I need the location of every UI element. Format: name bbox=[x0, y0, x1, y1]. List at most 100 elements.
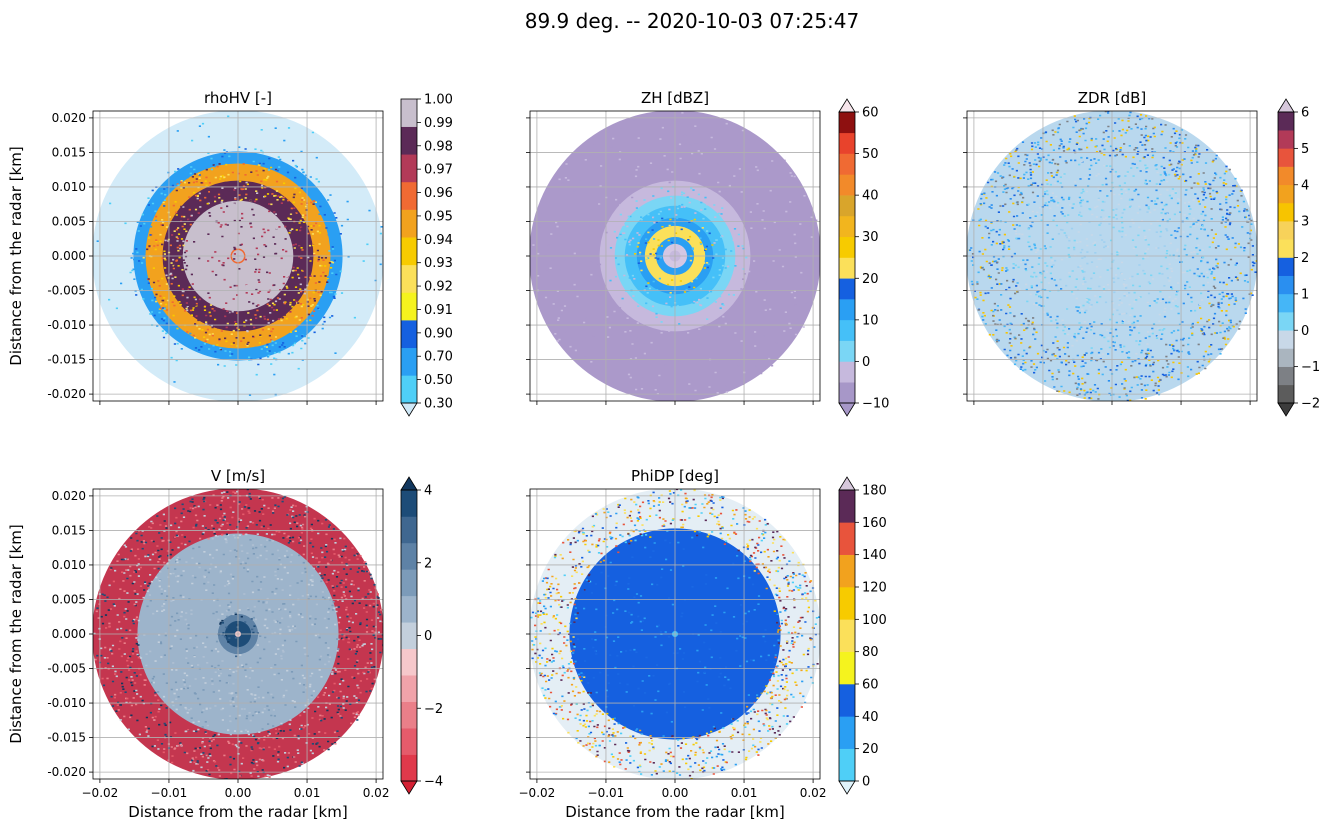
colorbar: −4 −2 0 2 4 bbox=[400, 476, 443, 795]
colorbar: −2 −1 0 1 2 3 4 5 6 bbox=[1277, 98, 1320, 417]
panels: -0.020-0.015-0.010-0.0050.0000.0050.0100… bbox=[7, 89, 1320, 821]
data-speckle bbox=[219, 613, 243, 643]
colorbar-bin bbox=[1278, 166, 1294, 186]
y-tick-label: -0.020 bbox=[47, 765, 86, 779]
colorbar-bin bbox=[401, 648, 417, 676]
colorbar-bin bbox=[1278, 348, 1294, 367]
y-tick-label: 0.005 bbox=[52, 592, 86, 606]
colorbar-bin bbox=[401, 569, 417, 597]
colorbar-tick-label: 1.00 bbox=[424, 93, 453, 108]
colorbar-tick-label: 1 bbox=[1301, 287, 1309, 302]
colorbar-bin bbox=[1278, 293, 1294, 313]
colorbar-tick-label: 20 bbox=[862, 272, 879, 287]
colorbar-bin bbox=[839, 195, 855, 217]
x-tick-label: 0.01 bbox=[731, 786, 758, 800]
colorbar-bin bbox=[401, 347, 417, 376]
colorbar-bin bbox=[1278, 384, 1294, 404]
colorbar-bin bbox=[401, 181, 417, 210]
colorbar-tick-label: 0.98 bbox=[424, 139, 453, 154]
colorbar-bin bbox=[1278, 184, 1294, 204]
colorbar-bin bbox=[1278, 112, 1294, 131]
colorbar-tick-label: 140 bbox=[862, 548, 887, 563]
colorbar-tick-label: 20 bbox=[862, 742, 879, 757]
data-speckle bbox=[147, 163, 325, 342]
y-tick-label: -0.020 bbox=[47, 387, 86, 401]
colorbar-bin bbox=[839, 132, 855, 154]
colorbar-tick-label: 40 bbox=[862, 710, 879, 725]
colorbar-extend-max bbox=[1277, 98, 1295, 113]
colorbar-bin bbox=[401, 99, 417, 127]
colorbar-tick-label: 0.92 bbox=[424, 280, 453, 295]
data-speckle bbox=[576, 529, 776, 714]
colorbar-extend-max bbox=[400, 476, 418, 491]
colorbar-extend-min bbox=[1277, 402, 1295, 417]
colorbar-bin bbox=[839, 319, 855, 341]
colorbar-tick-label: 3 bbox=[1301, 215, 1309, 230]
colorbar-bin bbox=[401, 154, 417, 183]
colorbar-bin bbox=[401, 728, 417, 755]
colorbar-bin bbox=[401, 320, 417, 349]
x-tick-label: 0.00 bbox=[225, 786, 252, 800]
colorbar-tick-label: 30 bbox=[862, 230, 879, 245]
panel-2: ZH [dBZ] −10 0 10 20 30 40 50 60 bbox=[526, 89, 889, 417]
colorbar-tick-label: 40 bbox=[862, 189, 879, 204]
colorbar-tick-label: 4 bbox=[1301, 178, 1309, 193]
colorbar-bin bbox=[839, 554, 855, 588]
y-tick-label: -0.005 bbox=[47, 662, 86, 676]
colorbar-bin bbox=[1278, 275, 1294, 295]
colorbar-tick-label: 6 bbox=[1301, 106, 1309, 121]
x-axis-label: Distance from the radar [km] bbox=[128, 803, 347, 821]
colorbar-bin bbox=[839, 112, 855, 134]
y-tick-label: -0.010 bbox=[47, 318, 86, 332]
y-tick-label: 0.005 bbox=[52, 214, 86, 228]
colorbar-bin bbox=[839, 361, 855, 383]
colorbar-tick-label: 0.95 bbox=[424, 209, 453, 224]
colorbar-bin bbox=[1278, 257, 1294, 276]
colorbar-tick-label: 50 bbox=[862, 147, 879, 162]
colorbar-extend-min bbox=[838, 780, 856, 795]
colorbar-tick-label: 80 bbox=[862, 645, 879, 660]
colorbar-bin bbox=[839, 748, 855, 782]
panel-3: ZDR [dB] −2 −1 0 1 2 3 4 5 6 bbox=[963, 89, 1320, 417]
colorbar-extend-max bbox=[838, 98, 856, 113]
colorbar-tick-label: 100 bbox=[862, 613, 887, 628]
x-tick-label: 0.02 bbox=[800, 786, 827, 800]
colorbar: 0 20 40 60 80 100 120 140 160 180 bbox=[838, 476, 887, 795]
panel-title: ZH [dBZ] bbox=[641, 89, 709, 107]
y-tick-label: 0.020 bbox=[52, 489, 86, 503]
colorbar-tick-label: 4 bbox=[424, 484, 432, 499]
colorbar-bin bbox=[1278, 312, 1294, 331]
y-tick-label: -0.005 bbox=[47, 284, 86, 298]
colorbar-bin bbox=[839, 619, 855, 652]
colorbar-bin bbox=[839, 651, 855, 685]
colorbar-bin bbox=[401, 126, 417, 155]
colorbar-bin bbox=[839, 587, 855, 620]
colorbar-frame bbox=[838, 489, 856, 782]
figure-title: 89.9 deg. -- 2020-10-03 07:25:47 bbox=[525, 9, 860, 33]
panel-title: PhiDP [deg] bbox=[631, 467, 719, 485]
colorbar-bin bbox=[839, 684, 855, 717]
colorbar-bin bbox=[839, 522, 855, 555]
colorbar-bin bbox=[401, 209, 417, 238]
colorbar-tick-label: 0.50 bbox=[424, 373, 453, 388]
colorbar-extend-min bbox=[838, 402, 856, 417]
colorbar-bin bbox=[1278, 148, 1294, 167]
colorbar-bin bbox=[401, 264, 417, 293]
plot-area bbox=[530, 489, 820, 779]
colorbar-bin bbox=[401, 375, 417, 404]
colorbar-frame bbox=[838, 111, 856, 404]
colorbar-bin bbox=[839, 278, 855, 300]
y-tick-label: 0.010 bbox=[52, 558, 86, 572]
y-tick-label: 0.000 bbox=[52, 249, 86, 263]
colorbar-bin bbox=[401, 701, 417, 729]
colorbar: 0.30 0.50 0.70 0.90 0.91 0.92 0.93 0.94 0.95 0.96… bbox=[400, 93, 453, 417]
colorbar-bin bbox=[401, 675, 417, 702]
colorbar-tick-label: 10 bbox=[862, 313, 879, 328]
panel-5: −0.02 −0.01 0.00 0.01 0.02 PhiDP [deg] Distanc… bbox=[519, 467, 887, 821]
colorbar-tick-label: 0.30 bbox=[424, 397, 453, 412]
colorbar-bin bbox=[401, 622, 417, 650]
plot-area bbox=[530, 111, 820, 401]
colorbar-tick-label: −1 bbox=[1301, 360, 1320, 375]
colorbar-tick-label: 0.70 bbox=[424, 350, 453, 365]
x-tick-label: −0.02 bbox=[519, 786, 556, 800]
